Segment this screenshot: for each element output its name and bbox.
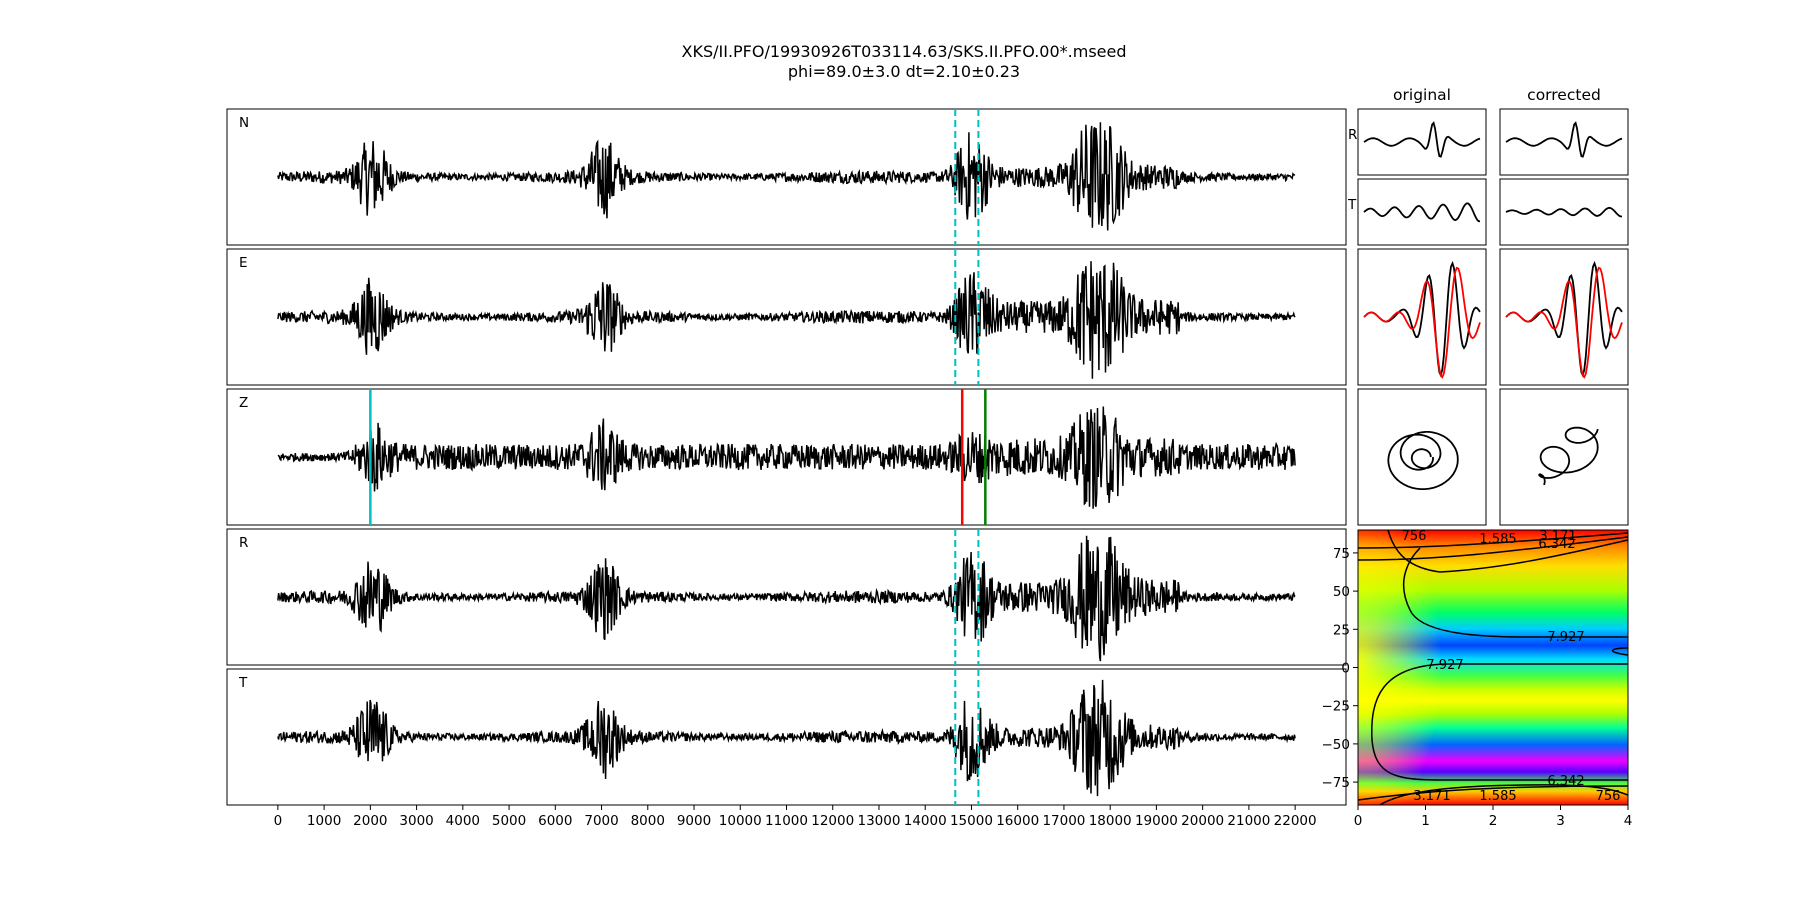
row-label-t: T [1347,197,1357,213]
contour-label-7: 1.585 [1479,789,1516,804]
contour-line-3 [1387,530,1628,573]
contour-line-8 [1379,784,1628,805]
mini-overlay-corrected-1 [1505,266,1623,379]
trace-panel-r [226,528,1347,666]
particle-motion-corrected [1538,426,1599,486]
trace-line-e [277,261,1296,379]
x-tick-label-10: 10000 [719,813,762,829]
heatmap-y-tick-label-6: −75 [1322,775,1351,791]
mini-wave-corrected-1 [1505,206,1623,218]
trace-line-z [277,406,1296,509]
x-tick-label-6: 6000 [538,813,572,829]
contour-label-2: 6.342 [1538,537,1575,552]
trace-panels: N E Z R T 0 1000 2000 3000 4000 5000 6000 7000 8000 90… [226,108,1347,829]
x-tick-label-11: 11000 [765,813,808,829]
heatmap-fill [1358,530,1628,805]
contour-label-3: 7.927 [1547,630,1584,645]
x-tick-label-14: 14000 [904,813,947,829]
heatmap-y-tick-label-4: −25 [1322,699,1351,715]
contour-label-0: 1.585 [1479,532,1516,547]
trace-label-r: R [239,535,248,551]
mini-panel-original-2 [1357,248,1487,386]
trace-line-t [277,679,1296,797]
trace-label-t: T [238,675,248,691]
mini-panel-original-0 [1357,108,1487,176]
heatmap-x-tick-label-3: 3 [1556,813,1565,829]
mini-panel-original-3 [1357,388,1487,526]
heatmap-x-tick-label-1: 1 [1421,813,1430,829]
x-tick-label-21: 21000 [1227,813,1270,829]
heatmap-x-tick-label-4: 4 [1624,813,1633,829]
x-tick-label-19: 19000 [1135,813,1178,829]
trace-line-r [277,535,1296,662]
heatmap-y-tick-label-2: 25 [1333,622,1350,638]
heatmap-y-tick-label-3: 0 [1341,661,1350,677]
mini-panel-corrected-0 [1499,108,1629,176]
heatmap-y-tick-label-5: −50 [1322,737,1351,753]
x-tick-label-18: 18000 [1089,813,1132,829]
trace-panel-n [226,108,1347,246]
mini-wave-original-1 [1363,202,1481,223]
x-tick-label-9: 9000 [677,813,711,829]
trace-label-e: E [239,255,248,271]
x-tick-label-3: 3000 [399,813,433,829]
x-tick-label-2: 2000 [353,813,387,829]
heatmap-axes: 0 1 2 3 4 75 50 25 0 −25 −50 −75 [1322,546,1633,829]
x-tick-label-4: 4000 [446,813,480,829]
trace-label-n: N [239,115,249,131]
contour-line-5 [1611,647,1628,656]
heatmap-y-tick-label-0: 75 [1333,546,1350,562]
x-tick-label-8: 8000 [631,813,665,829]
figure-title-line1: XKS/II.PFO/19930926T033114.63/SKS.II.PFO… [682,42,1127,61]
trace-panel-e [226,248,1347,386]
mini-panel-corrected-1 [1499,178,1629,246]
trace-line-n [277,122,1296,231]
heatmap-x-tick-label-0: 0 [1354,813,1363,829]
column-title-corrected: corrected [1527,86,1601,104]
x-tick-label-0: 0 [274,813,283,829]
heatmap-x-tick-label-2: 2 [1489,813,1498,829]
heatmap-y-tick-label-1: 50 [1333,584,1350,600]
x-tick-label-22: 22000 [1274,813,1317,829]
mini-overlay-original-1 [1363,266,1481,379]
contour-line-4 [1402,547,1628,638]
contour-label-6: 3.171 [1413,789,1450,804]
contour-label-8: 756 [1402,529,1427,544]
x-tick-label-20: 20000 [1181,813,1224,829]
particle-motion-panels: original corrected R T [1347,86,1629,526]
mini-wave-corrected-0 [1505,121,1623,158]
mini-panel-original-1 [1357,178,1487,246]
row-label-r: R [1348,127,1357,143]
x-tick-label-7: 7000 [584,813,618,829]
contour-label-1: 3.171 [1539,529,1576,544]
contour-label-5: 6.342 [1547,774,1584,789]
x-tick-label-17: 17000 [1042,813,1085,829]
mini-wave-original-0 [1363,121,1481,158]
particle-motion-original [1387,430,1459,491]
column-title-original: original [1393,86,1451,104]
x-tick-label-5: 5000 [492,813,526,829]
trace-panel-z [226,388,1347,526]
x-tick-label-15: 15000 [950,813,993,829]
contour-line-2 [1358,536,1628,561]
figure-title-line2: phi=89.0±3.0 dt=2.10±0.23 [788,62,1020,81]
x-tick-label-12: 12000 [811,813,854,829]
mini-panel-corrected-3 [1499,388,1629,526]
mini-panel-corrected-2 [1499,248,1629,386]
x-tick-label-16: 16000 [996,813,1039,829]
x-tick-label-1: 1000 [307,813,341,829]
contour-line-1 [1358,532,1628,549]
contour-line-6 [1371,663,1628,781]
trace-label-z: Z [239,395,248,411]
heatmap-left-band [1358,530,1498,805]
contour-label-9: 756 [1596,789,1621,804]
contour-label-4: 7.927 [1426,658,1463,673]
x-tick-label-13: 13000 [858,813,901,829]
